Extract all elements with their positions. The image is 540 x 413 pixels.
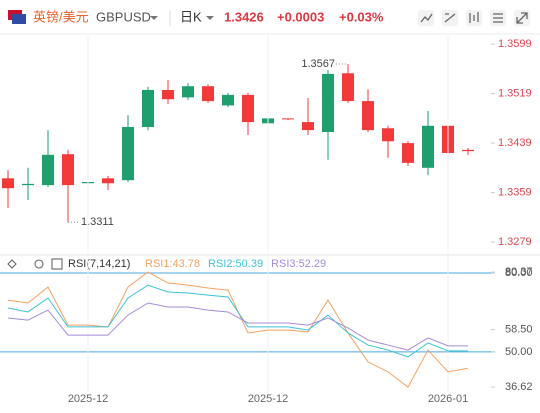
candle-body (402, 143, 414, 163)
x-tick-label: 2026-01 (428, 393, 468, 405)
collapse-icon[interactable] (7, 259, 17, 269)
settings-icon[interactable] (34, 259, 44, 269)
high-annotation: 1.3567 (301, 58, 335, 70)
y-tick-label: 1.3279 (498, 236, 532, 248)
candle-body (102, 178, 114, 184)
legend-entry: RSI1:43.78 (145, 258, 200, 270)
x-tick-label: 2025-12 (248, 393, 288, 405)
header: 英镑/美元 GBPUSD 日K 1.3426 +0.0003 +0.03% (0, 9, 540, 35)
candle-body (222, 94, 234, 106)
y-tick-label: 1.3519 (498, 88, 532, 100)
symbol[interactable]: GBPUSD (96, 9, 151, 24)
y-tick-label: 1.3439 (498, 137, 532, 149)
candle-body (342, 73, 354, 102)
y-tick-label: 36.62 (505, 381, 533, 393)
rsi-line (7, 284, 469, 358)
y-tick-label: 1.3599 (498, 38, 532, 50)
legend-entry: RSI3:52.29 (271, 258, 326, 270)
candle-body (182, 86, 194, 98)
candle-body (282, 118, 294, 120)
y-tick-label: 1.3359 (498, 186, 532, 198)
indicator-title[interactable]: RSI(7,14,21) (68, 258, 130, 270)
copy-icon[interactable] (51, 258, 63, 270)
candle-body (62, 154, 74, 186)
candle-body (322, 73, 334, 132)
indicator-icon[interactable] (469, 12, 479, 23)
rsi-line (7, 302, 469, 351)
low-annotation: 1.3311 (81, 216, 114, 228)
period[interactable]: 日K (180, 9, 202, 24)
y-tick-label: 58.50 (505, 323, 533, 335)
candle-body (382, 128, 394, 142)
y-tick-label: 80.37 (505, 266, 533, 278)
candle-body (162, 89, 174, 100)
candle-body (2, 178, 14, 189)
dropdown-arrow[interactable] (206, 16, 214, 20)
fullscreen-icon[interactable] (516, 12, 528, 24)
candle-body (462, 149, 474, 152)
y-tick-label: 50.00 (505, 346, 533, 358)
dropdown-arrow[interactable] (150, 16, 158, 20)
legend-entry: RSI2:50.39 (208, 258, 263, 270)
line-tool-icon[interactable] (420, 13, 433, 23)
candle-body (422, 125, 434, 168)
change-pct: +0.03% (339, 9, 384, 24)
candle-body (42, 154, 54, 186)
settings-icon[interactable] (493, 13, 503, 23)
change: +0.0003 (277, 9, 324, 24)
candle-body (302, 122, 314, 131)
x-tick-label: 2025-12 (68, 393, 108, 405)
candle-body (22, 183, 34, 186)
candle-body (202, 86, 214, 102)
draw-tool-icon[interactable] (444, 13, 456, 23)
candle-body (142, 89, 154, 128)
y-tick-label: 80.00 (505, 267, 533, 279)
pair-name[interactable]: 英镑/美元 (33, 9, 89, 24)
price: 1.3426 (224, 9, 264, 24)
candle-body (362, 101, 374, 131)
rsi-toolbar (7, 258, 63, 270)
candle-body (242, 94, 254, 123)
candle-body (122, 127, 134, 181)
flag-icon (12, 14, 26, 24)
